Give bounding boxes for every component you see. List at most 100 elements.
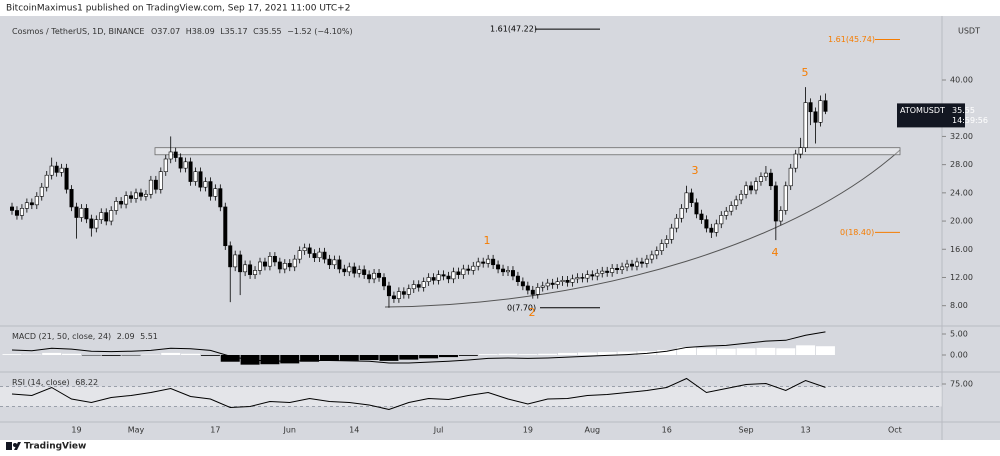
candle-body [758, 176, 763, 182]
candle-body [773, 185, 778, 222]
candle-body [545, 282, 550, 287]
macd-legend: MACD (21, 50, close, 24) 2.09 5.51 [12, 332, 158, 341]
candle-body [223, 206, 228, 247]
candle-body [421, 281, 426, 288]
candle-body [183, 161, 188, 169]
candle-body [178, 157, 183, 169]
macd-line [11, 331, 826, 364]
candle-body [744, 185, 749, 195]
candle-body [580, 277, 585, 279]
fib-label: 1.61(45.74) [828, 35, 875, 44]
candle-body [803, 102, 808, 149]
candle-body [257, 261, 262, 271]
candle-body [610, 268, 615, 273]
macd-histogram-bar [518, 354, 538, 356]
candle-body [416, 284, 421, 288]
candle-body [153, 179, 158, 190]
candle-body [148, 179, 153, 195]
macd-histogram-bar [200, 355, 220, 356]
candle-body [620, 266, 625, 271]
chart-background [0, 16, 1000, 440]
candle-body [739, 193, 744, 201]
wave-label: 5 [802, 66, 809, 79]
y-tick-label: 75.00 [950, 380, 973, 389]
ohlc-prefix: O [151, 27, 157, 36]
wave-label: 2 [529, 306, 536, 319]
candle-body [89, 218, 94, 229]
macd-histogram-bar [280, 355, 300, 364]
y-tick-label: 24.00 [950, 188, 973, 197]
candle-body [64, 167, 69, 190]
footer: TradingView [24, 442, 86, 452]
candle-body [436, 274, 441, 281]
wave-label: 1 [484, 234, 491, 247]
candle-body [208, 181, 213, 197]
candle-body [714, 223, 719, 233]
candle-body [585, 274, 590, 279]
candle-body [600, 270, 605, 274]
candle-body [788, 167, 793, 187]
x-tick-label: 14 [349, 426, 359, 435]
candle-body [793, 153, 798, 169]
candle-body [14, 210, 19, 216]
candle-body [461, 268, 466, 275]
x-tick-label: 16 [662, 426, 672, 435]
macd-histogram-bar [339, 355, 359, 361]
candle-body [654, 250, 659, 256]
candle-body [29, 202, 34, 206]
high-value: 38.09 [192, 27, 215, 36]
candle-body [342, 268, 347, 273]
y-tick-label: 20.00 [950, 217, 973, 226]
logo-part [6, 442, 12, 450]
candle-body [44, 174, 49, 188]
macd-histogram-bar [101, 355, 121, 356]
candle-body [590, 274, 595, 277]
candle-body [471, 265, 476, 271]
candle-body [466, 268, 471, 271]
candle-body [109, 210, 114, 222]
macd-histogram-bar [677, 347, 697, 356]
candle-body [625, 263, 630, 268]
change: −1.52 (−4.10%) [287, 27, 352, 36]
candle-body [704, 219, 709, 229]
candle-body [391, 295, 396, 299]
rsi-legend: RSI (14, close) 68.22 [12, 378, 98, 387]
macd-histogram-bar [538, 353, 558, 356]
rsi-value: 68.22 [75, 378, 98, 387]
macd-histogram-bar [716, 348, 736, 356]
candle-body [540, 285, 545, 288]
candle-body [94, 219, 99, 229]
candle-body [362, 269, 367, 275]
candle-body [486, 258, 491, 264]
macd-histogram-bar [379, 355, 399, 361]
candle-body [515, 275, 520, 283]
rsi-line [11, 377, 826, 411]
candle-body [203, 181, 208, 188]
resistance-zone [154, 147, 901, 156]
candle-body [634, 261, 639, 267]
macd-histogram-bar [617, 351, 637, 356]
x-tick-label: Sep [739, 426, 754, 435]
candle-body [19, 208, 24, 216]
rsi-title: RSI (14, close) [12, 378, 70, 387]
candle-body [401, 291, 406, 295]
candle-body [763, 172, 768, 177]
candle-body [312, 253, 317, 259]
candle-body [699, 213, 704, 220]
candle-body [243, 264, 248, 273]
fib-label: 1.61(47.22) [490, 25, 537, 34]
candle-body [491, 258, 496, 266]
candle-body [69, 189, 74, 208]
candle-body [664, 239, 669, 244]
x-tick-label: 19 [71, 426, 81, 435]
candle-body [332, 259, 337, 266]
candle-body [39, 186, 44, 197]
x-tick-label: 13 [801, 426, 811, 435]
candle-body [134, 192, 139, 199]
fib-label: 0(18.40) [840, 228, 874, 237]
candle-body [322, 251, 327, 260]
candle-body [639, 261, 644, 264]
macd-histogram-bar [260, 355, 280, 365]
candle-body [768, 172, 773, 187]
